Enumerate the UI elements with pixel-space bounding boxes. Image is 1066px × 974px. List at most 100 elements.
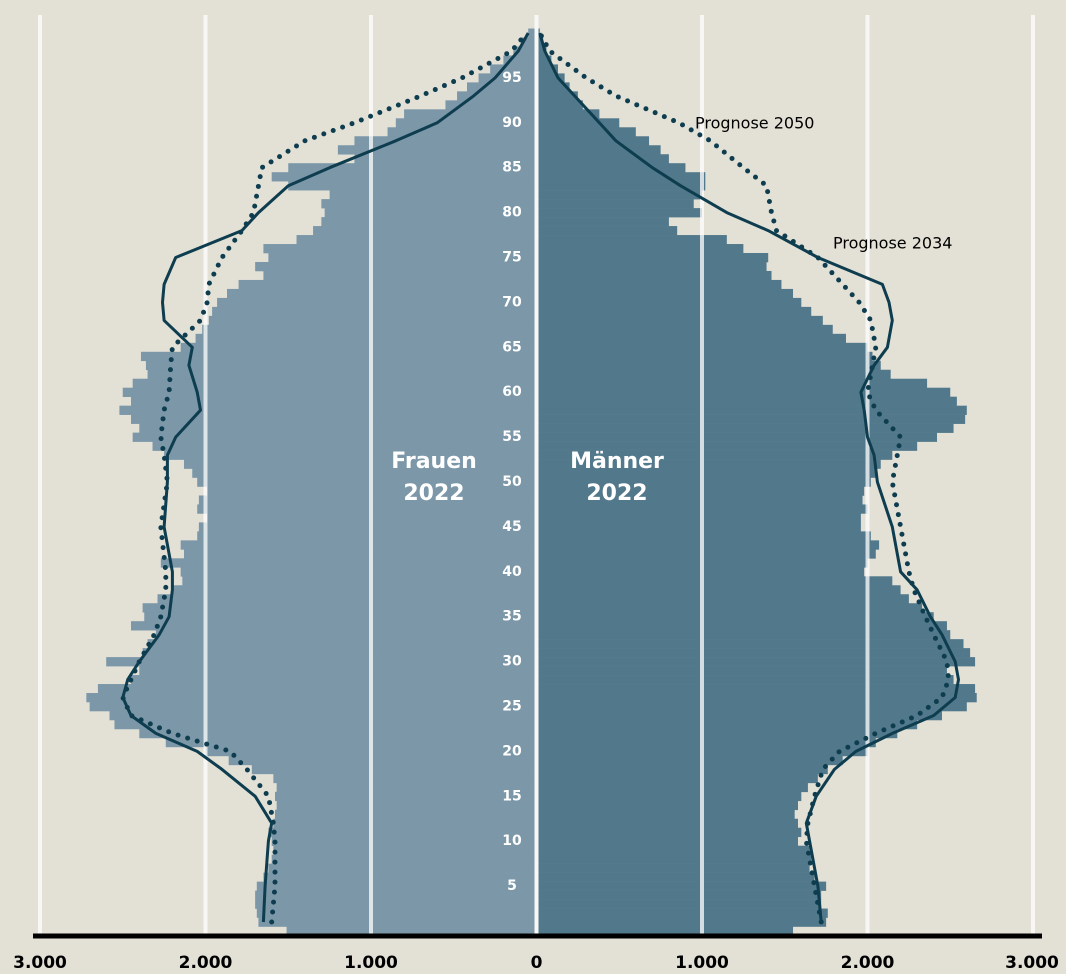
- bar: [521, 37, 535, 47]
- bar: [131, 396, 535, 406]
- bar: [538, 863, 810, 873]
- bar: [195, 333, 535, 344]
- bar: [538, 693, 977, 703]
- bar: [538, 82, 570, 92]
- series-year: 2022: [586, 481, 647, 506]
- bar: [139, 728, 535, 739]
- bar: [538, 459, 881, 469]
- bar: [538, 441, 918, 451]
- y-tick-label: 60: [502, 384, 522, 400]
- bar: [395, 118, 535, 128]
- bar: [313, 226, 535, 236]
- bar: [538, 657, 976, 667]
- bar: [538, 477, 871, 487]
- bar: [142, 648, 535, 658]
- bar: [538, 244, 744, 254]
- x-tick-label: 1.000: [344, 953, 398, 973]
- bar: [288, 181, 535, 191]
- bar: [321, 199, 535, 209]
- bar: [538, 235, 727, 245]
- x-tick-label: 0: [531, 953, 543, 973]
- bar: [538, 297, 802, 308]
- bar: [538, 369, 891, 380]
- bar: [198, 495, 535, 505]
- bar: [324, 208, 535, 218]
- bar: [152, 441, 535, 451]
- bar: [538, 315, 823, 326]
- bar: [106, 657, 535, 667]
- bar: [538, 414, 966, 424]
- bar: [538, 899, 822, 909]
- bar: [273, 845, 535, 855]
- bar: [172, 585, 535, 595]
- bar: [538, 630, 951, 640]
- bar: [538, 199, 694, 209]
- bar: [275, 791, 535, 802]
- series-label: Männer: [570, 449, 664, 474]
- bar: [404, 109, 535, 119]
- bar: [538, 423, 954, 433]
- bar: [131, 621, 535, 631]
- bar: [147, 369, 535, 380]
- bar: [538, 621, 947, 631]
- bar: [503, 55, 535, 65]
- bar: [271, 836, 535, 846]
- bar: [457, 91, 535, 101]
- bar: [538, 639, 964, 649]
- bar: [538, 773, 818, 784]
- bar: [255, 899, 535, 909]
- y-tick-label: 20: [502, 743, 522, 759]
- bar: [268, 827, 535, 838]
- bar: [538, 360, 881, 371]
- bar: [538, 908, 828, 918]
- bar: [271, 172, 535, 182]
- bar: [114, 719, 535, 730]
- y-tick-label: 65: [502, 339, 521, 355]
- bar: [276, 782, 535, 793]
- y-tick-label: 70: [502, 294, 522, 310]
- bar: [538, 46, 547, 56]
- bar: [538, 405, 967, 415]
- bar: [227, 288, 535, 299]
- bar: [354, 154, 535, 164]
- bar: [538, 603, 923, 613]
- projection-line: [120, 30, 530, 925]
- bar: [538, 728, 898, 739]
- bar: [538, 926, 794, 936]
- y-tick-label: 40: [502, 564, 522, 580]
- bar: [255, 261, 535, 272]
- bar: [445, 100, 535, 110]
- bar: [538, 531, 871, 541]
- bar: [180, 540, 535, 550]
- bar: [538, 172, 706, 182]
- bar: [538, 55, 552, 65]
- bar: [538, 351, 873, 362]
- bar: [538, 432, 938, 442]
- bar: [538, 872, 815, 882]
- y-tick-label: 75: [502, 250, 521, 266]
- bar: [538, 576, 893, 586]
- bar: [217, 297, 535, 308]
- bar: [478, 73, 535, 83]
- bar: [538, 513, 861, 523]
- bar: [538, 854, 812, 864]
- bar: [538, 118, 620, 128]
- bar: [490, 64, 535, 74]
- bar: [538, 217, 669, 227]
- bar: [145, 360, 535, 371]
- bar: [256, 881, 535, 891]
- bar: [538, 782, 808, 793]
- bar: [538, 684, 976, 694]
- bar: [538, 827, 802, 838]
- bar: [155, 630, 535, 640]
- bar: [140, 351, 535, 362]
- bar: [513, 46, 535, 56]
- y-tick-label: 85: [502, 160, 521, 176]
- bar: [89, 702, 535, 712]
- bar: [157, 594, 535, 604]
- bar: [119, 405, 535, 415]
- projection-lines: [120, 30, 960, 925]
- bar: [263, 244, 535, 254]
- bar: [538, 540, 880, 550]
- bar: [122, 387, 535, 397]
